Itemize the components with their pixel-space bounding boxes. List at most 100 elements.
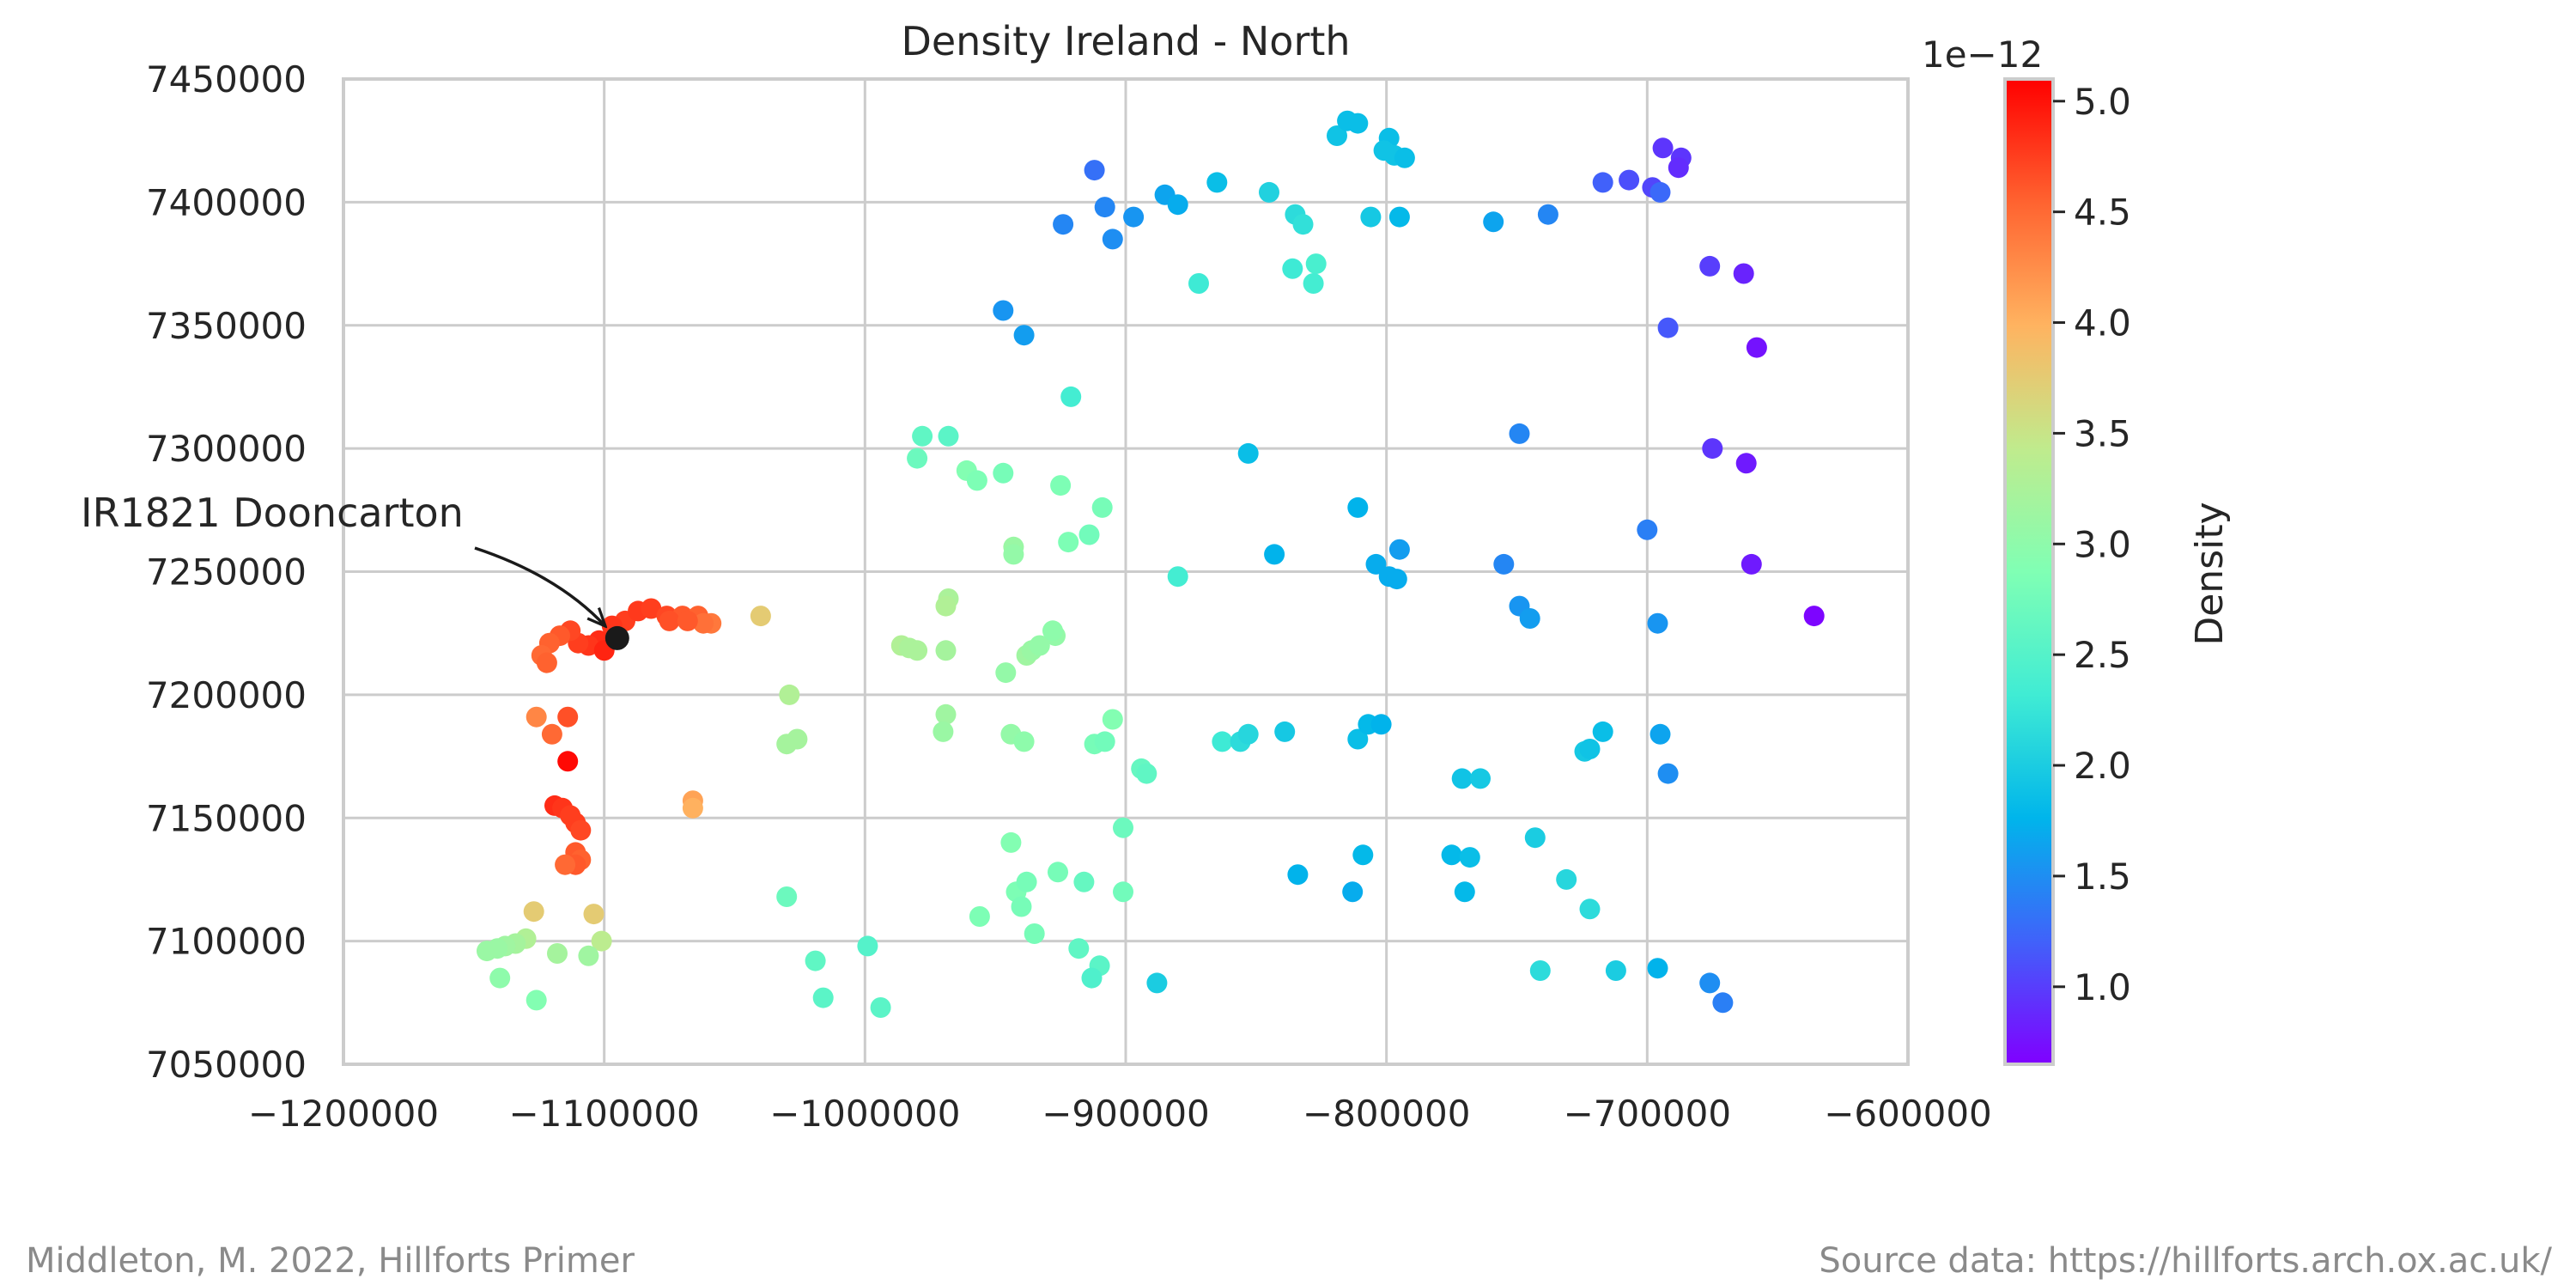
data-point xyxy=(1282,258,1303,279)
colorbar-label: Density xyxy=(2188,502,2232,645)
data-point xyxy=(933,721,954,742)
data-point xyxy=(1647,612,1668,634)
data-point xyxy=(1746,337,1767,358)
colorbar-tick-label: 3.5 xyxy=(2074,412,2131,454)
data-point xyxy=(1619,169,1640,191)
data-point xyxy=(1637,519,1658,540)
data-point xyxy=(1102,228,1123,250)
scatter-points xyxy=(477,110,1825,1018)
y-tick-label: 7400000 xyxy=(146,181,307,223)
data-point xyxy=(1352,844,1374,866)
data-point xyxy=(1647,958,1668,979)
data-point xyxy=(1003,544,1024,565)
data-point xyxy=(1347,728,1369,750)
data-point xyxy=(555,854,576,875)
data-point xyxy=(1529,960,1551,981)
data-point xyxy=(1000,831,1022,853)
data-point xyxy=(1287,864,1309,886)
highlight-point xyxy=(605,625,629,650)
data-point xyxy=(1113,817,1133,838)
data-point xyxy=(591,930,612,952)
data-point xyxy=(1167,566,1188,588)
colorbar-tick-label: 1.5 xyxy=(2074,856,2131,898)
y-axis-ticks: 7050000 7100000 7150000 7200000 7250000 73000… xyxy=(146,58,307,1086)
x-tick-label: −1200000 xyxy=(248,1093,439,1135)
data-point xyxy=(1735,453,1757,474)
data-point xyxy=(489,967,511,989)
x-tick-label: −700000 xyxy=(1564,1093,1732,1135)
data-point xyxy=(779,684,800,705)
data-point xyxy=(682,797,703,819)
data-point xyxy=(1102,709,1123,730)
data-point xyxy=(1084,160,1105,181)
data-point xyxy=(1712,992,1734,1014)
data-point xyxy=(1206,172,1228,193)
data-point xyxy=(1013,731,1035,752)
highlight-annotation: IR1821 Dooncarton xyxy=(81,490,605,626)
data-point xyxy=(907,640,928,661)
data-point xyxy=(1053,214,1074,235)
data-point xyxy=(1509,423,1530,444)
data-point xyxy=(993,462,1014,484)
chart-title: Density Ireland - North xyxy=(901,18,1350,64)
colorbar-gradient xyxy=(2005,79,2053,1064)
data-point xyxy=(1068,938,1090,959)
data-point xyxy=(477,941,497,962)
data-point xyxy=(935,640,957,661)
colorbar-tick-label: 1.0 xyxy=(2074,966,2131,1008)
data-point xyxy=(966,470,987,491)
data-point xyxy=(1592,172,1613,193)
data-point xyxy=(677,610,698,631)
data-point xyxy=(787,728,808,750)
colorbar-tick-label: 3.0 xyxy=(2074,523,2131,565)
data-point xyxy=(526,990,547,1011)
data-point xyxy=(993,300,1014,321)
data-point xyxy=(1123,206,1145,228)
data-point xyxy=(1078,524,1100,545)
data-point xyxy=(1579,898,1601,920)
data-point xyxy=(969,906,990,927)
data-point xyxy=(870,997,891,1018)
data-point xyxy=(1459,847,1480,868)
data-point xyxy=(1649,723,1671,745)
data-point xyxy=(1094,197,1115,218)
data-point xyxy=(541,723,562,745)
data-point xyxy=(1537,204,1558,225)
data-point xyxy=(1702,438,1723,460)
data-point xyxy=(938,425,959,447)
x-tick-label: −1000000 xyxy=(769,1093,960,1135)
data-point xyxy=(1188,273,1209,294)
credit-author: Middleton, M. 2022, Hillforts Primer xyxy=(26,1241,635,1281)
y-tick-label: 7100000 xyxy=(146,921,307,963)
colorbar-frame xyxy=(2003,77,2055,1066)
data-point xyxy=(857,935,878,957)
colorbar-tick-label: 2.0 xyxy=(2074,745,2131,787)
data-point xyxy=(570,819,592,841)
data-point xyxy=(1024,923,1045,944)
data-point xyxy=(1483,211,1504,233)
data-point xyxy=(1803,606,1825,627)
data-point xyxy=(1048,862,1068,883)
data-point xyxy=(659,610,680,631)
data-point xyxy=(1091,496,1113,518)
data-point xyxy=(1657,317,1679,338)
data-point xyxy=(776,886,798,907)
colorbar-scale-label: 1e−12 xyxy=(1922,33,2043,76)
y-tick-label: 7300000 xyxy=(146,428,307,470)
colorbar: 1.0 1.5 2.0 2.5 3.0 3.5 4.0 4.5 5.0 1e−12 Densit… xyxy=(1922,33,2232,1066)
data-point xyxy=(1556,868,1577,890)
data-point xyxy=(907,448,928,469)
data-point xyxy=(1592,721,1613,742)
data-point xyxy=(1011,896,1032,917)
x-tick-label: −900000 xyxy=(1042,1093,1210,1135)
data-point xyxy=(1493,553,1515,575)
data-point xyxy=(523,901,544,923)
data-point xyxy=(1699,255,1721,277)
data-point xyxy=(1451,768,1473,789)
data-point xyxy=(1386,569,1407,590)
x-tick-label: −600000 xyxy=(1824,1093,1992,1135)
data-point xyxy=(1652,137,1674,159)
data-point xyxy=(1029,635,1050,656)
data-point xyxy=(1441,844,1462,866)
